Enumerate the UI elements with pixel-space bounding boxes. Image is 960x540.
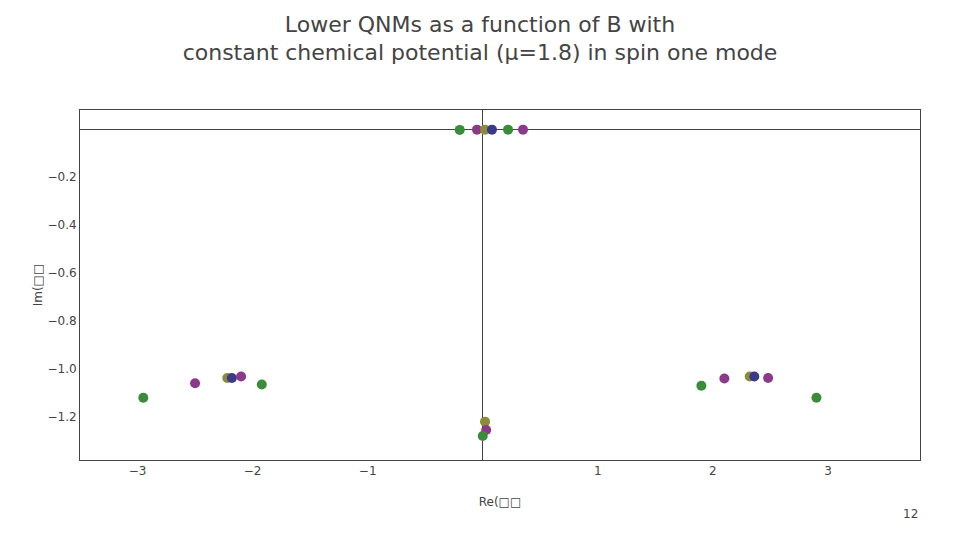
svg-text:Lower QNMs as a function of B: Lower QNMs as a function of B withconsta… [183, 12, 778, 66]
svg-text:12: 12 [903, 507, 918, 521]
svg-text:−0.6: −0.6 [47, 266, 76, 280]
svg-text:−1: −1 [359, 464, 377, 478]
svg-text:−1.2: −1.2 [47, 410, 76, 424]
svg-text:2: 2 [709, 464, 717, 478]
svg-text:−0.4: −0.4 [47, 218, 76, 232]
svg-text:3: 3 [824, 464, 832, 478]
svg-text:Im(□□: Im(□□ [31, 264, 45, 307]
svg-text:−1.0: −1.0 [47, 362, 76, 376]
svg-text:−3: −3 [129, 464, 147, 478]
svg-text:−2: −2 [244, 464, 262, 478]
svg-text:−0.2: −0.2 [47, 170, 76, 184]
svg-text:1: 1 [594, 464, 602, 478]
svg-text:Re(□□: Re(□□ [479, 495, 522, 509]
svg-text:−0.8: −0.8 [47, 314, 76, 328]
